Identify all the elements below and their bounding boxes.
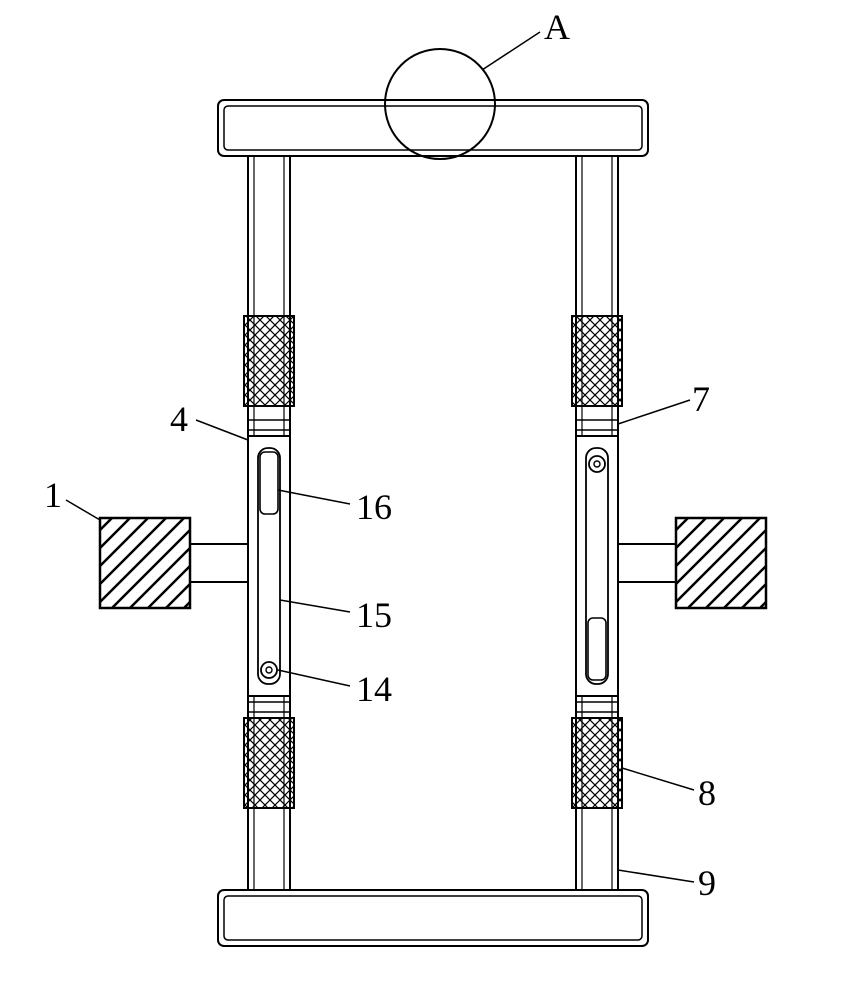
- bottom-bar: [218, 890, 648, 946]
- upper-sleeve-left: [244, 316, 294, 406]
- slot-housing-left: [248, 436, 290, 696]
- label-4: 4: [170, 398, 188, 440]
- side-block-right: [618, 518, 766, 608]
- upper-sleeve-right: [572, 316, 622, 406]
- engineering-diagram: [0, 0, 866, 1000]
- top-bar: [218, 100, 648, 156]
- label-8: 8: [698, 772, 716, 814]
- label-14: 14: [356, 668, 392, 710]
- detail-circle-a: [385, 49, 495, 159]
- side-block-left: [100, 518, 248, 608]
- label-a: A: [544, 6, 570, 48]
- label-15: 15: [356, 594, 392, 636]
- slot-housing-right: [576, 436, 618, 696]
- label-16: 16: [356, 486, 392, 528]
- label-1: 1: [44, 474, 62, 516]
- lower-sleeve-right: [572, 718, 622, 808]
- label-9: 9: [698, 862, 716, 904]
- label-7: 7: [692, 378, 710, 420]
- lower-sleeve-left: [244, 718, 294, 808]
